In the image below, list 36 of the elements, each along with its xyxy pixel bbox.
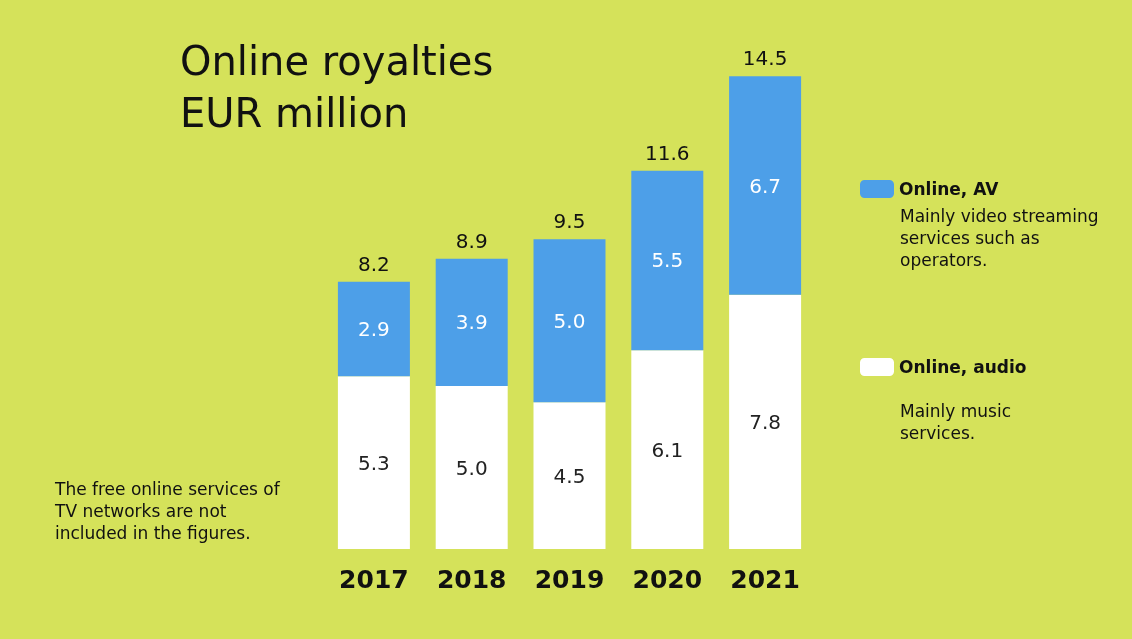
data-label: 7.8 bbox=[749, 409, 782, 434]
total-label: 14.5 bbox=[742, 46, 788, 71]
data-label: 3.9 bbox=[455, 310, 488, 335]
legend-label: Online, AV bbox=[899, 179, 1000, 199]
x-tick-label: 2018 bbox=[436, 565, 507, 594]
text: Mainly video streaming services such as operators. bbox=[900, 206, 1104, 270]
data-label: 5.0 bbox=[553, 308, 586, 333]
x-tick-label: 2021 bbox=[730, 565, 800, 594]
data-label: 2.9 bbox=[357, 316, 390, 341]
bar bbox=[729, 294, 802, 549]
total-label: 11.6 bbox=[645, 140, 690, 165]
legend-label: Online, audio bbox=[899, 357, 1027, 377]
text: The free online services of TV networks are not included in the figures. bbox=[54, 479, 286, 543]
data-label: 5.0 bbox=[455, 455, 488, 480]
text: Mainly music services. bbox=[900, 401, 1017, 443]
total-label: 8.2 bbox=[357, 251, 390, 276]
bar bbox=[533, 402, 606, 549]
bar bbox=[435, 386, 508, 549]
x-tick-label: 2020 bbox=[632, 565, 703, 594]
total-label: 8.9 bbox=[455, 228, 488, 253]
bar bbox=[337, 376, 410, 549]
x-tick-label: 2017 bbox=[339, 565, 409, 594]
data-label: 5.5 bbox=[651, 248, 684, 273]
total-label: 9.5 bbox=[553, 209, 586, 234]
bar bbox=[435, 258, 508, 386]
bar bbox=[337, 281, 410, 377]
data-label: 6.7 bbox=[749, 173, 782, 198]
data-label: 6.1 bbox=[651, 437, 684, 462]
data-label: 4.5 bbox=[553, 463, 586, 488]
bar bbox=[533, 239, 606, 403]
chart-title: Online royalties EUR million bbox=[180, 38, 494, 136]
x-tick-label: 2019 bbox=[534, 565, 605, 594]
data-label: 5.3 bbox=[357, 450, 390, 475]
bar bbox=[729, 76, 802, 295]
bar bbox=[631, 170, 704, 351]
bar bbox=[631, 350, 704, 549]
